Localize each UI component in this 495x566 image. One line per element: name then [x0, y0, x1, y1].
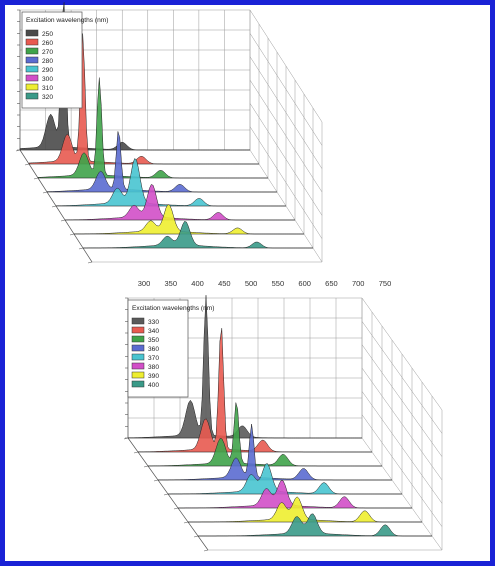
legend-label: 320	[42, 94, 53, 101]
series-area-270	[37, 77, 268, 179]
x-tick-label: 450	[218, 279, 231, 288]
series-area-280	[46, 131, 277, 193]
legend-label: 390	[148, 373, 159, 380]
series-area-290	[55, 158, 286, 207]
legend-swatch	[25, 65, 39, 73]
legend-label: 260	[42, 40, 53, 47]
depth-tick	[78, 247, 84, 250]
x-tick-label: 400	[191, 279, 204, 288]
legend-label: 270	[42, 49, 53, 56]
legend-swatch	[131, 362, 145, 370]
depth-tick	[133, 451, 139, 454]
legend-label: 340	[148, 328, 159, 335]
depth-tick	[153, 479, 159, 482]
series-area-390	[188, 496, 422, 523]
depth-tick	[173, 507, 179, 510]
legend-label: 300	[42, 76, 53, 83]
x-tick-label: 350	[165, 279, 178, 288]
x-ticks-top: 300 350 400 450 500 550 600 650 700 750	[138, 279, 392, 288]
depth-tick	[163, 493, 169, 496]
series-area-320	[83, 220, 313, 249]
legend-title: Excitation wavelengths (nm)	[132, 305, 214, 312]
legend-swatch	[131, 380, 145, 388]
legend-swatch	[25, 83, 39, 91]
depth-tick	[51, 205, 57, 208]
x-tick-label: 550	[272, 279, 285, 288]
series-area-330	[127, 295, 362, 439]
depth-tick	[143, 465, 149, 468]
legend-swatch	[131, 326, 145, 334]
series-area-300	[64, 184, 295, 221]
legend-swatch	[25, 38, 39, 46]
depth-tick	[69, 233, 75, 236]
series-area-260	[28, 33, 259, 165]
series-bottom	[127, 295, 432, 537]
legend-label: 370	[148, 355, 159, 362]
legend-swatch	[25, 47, 39, 55]
x-tick-label: 500	[245, 279, 258, 288]
x-tick-label: 750	[379, 279, 392, 288]
legend-label: 380	[148, 364, 159, 371]
legend-swatch	[131, 353, 145, 361]
series-area-340	[137, 327, 372, 453]
depth-tick	[183, 521, 189, 524]
legend-title: Excitation wavelengths (nm)	[26, 17, 108, 24]
legend-swatch	[131, 344, 145, 352]
legend-label: 250	[42, 31, 53, 38]
legend-label: 290	[42, 67, 53, 74]
depth-tick	[33, 177, 39, 180]
legend-label: 360	[148, 346, 159, 353]
chart-panel-top: 300 350 400 450 500 550 600 650 700 750 Excitatio…	[15, 2, 392, 288]
legend-swatch	[25, 74, 39, 82]
depth-tick	[60, 219, 66, 222]
depth-tick	[24, 163, 30, 166]
series-area-400	[198, 513, 432, 537]
series-area-310	[73, 204, 304, 235]
legend-label: 350	[148, 337, 159, 344]
legend-top: Excitation wavelengths (nm) 250 260 270 280…	[21, 11, 108, 109]
legend-bottom: Excitation wavelengths (nm) 330 340 350 360…	[127, 299, 214, 398]
legend-swatch	[25, 92, 39, 100]
depth-tick	[42, 191, 48, 194]
series-area-360	[157, 423, 392, 481]
legend-swatch	[25, 29, 39, 37]
legend-label: 310	[42, 85, 53, 92]
legend-label: 280	[42, 58, 53, 65]
x-tick-label: 700	[352, 279, 365, 288]
legend-swatch	[25, 56, 39, 64]
legend-swatch	[131, 371, 145, 379]
depth-tick	[87, 261, 93, 264]
depth-tick	[203, 549, 209, 552]
x-tick-label: 650	[325, 279, 338, 288]
legend-swatch	[131, 317, 145, 325]
legend-swatch	[131, 335, 145, 343]
legend-label: 330	[148, 319, 159, 326]
legend-label: 400	[148, 382, 159, 389]
x-tick-label: 600	[298, 279, 311, 288]
x-tick-label: 300	[138, 279, 151, 288]
depth-tick	[193, 535, 199, 538]
